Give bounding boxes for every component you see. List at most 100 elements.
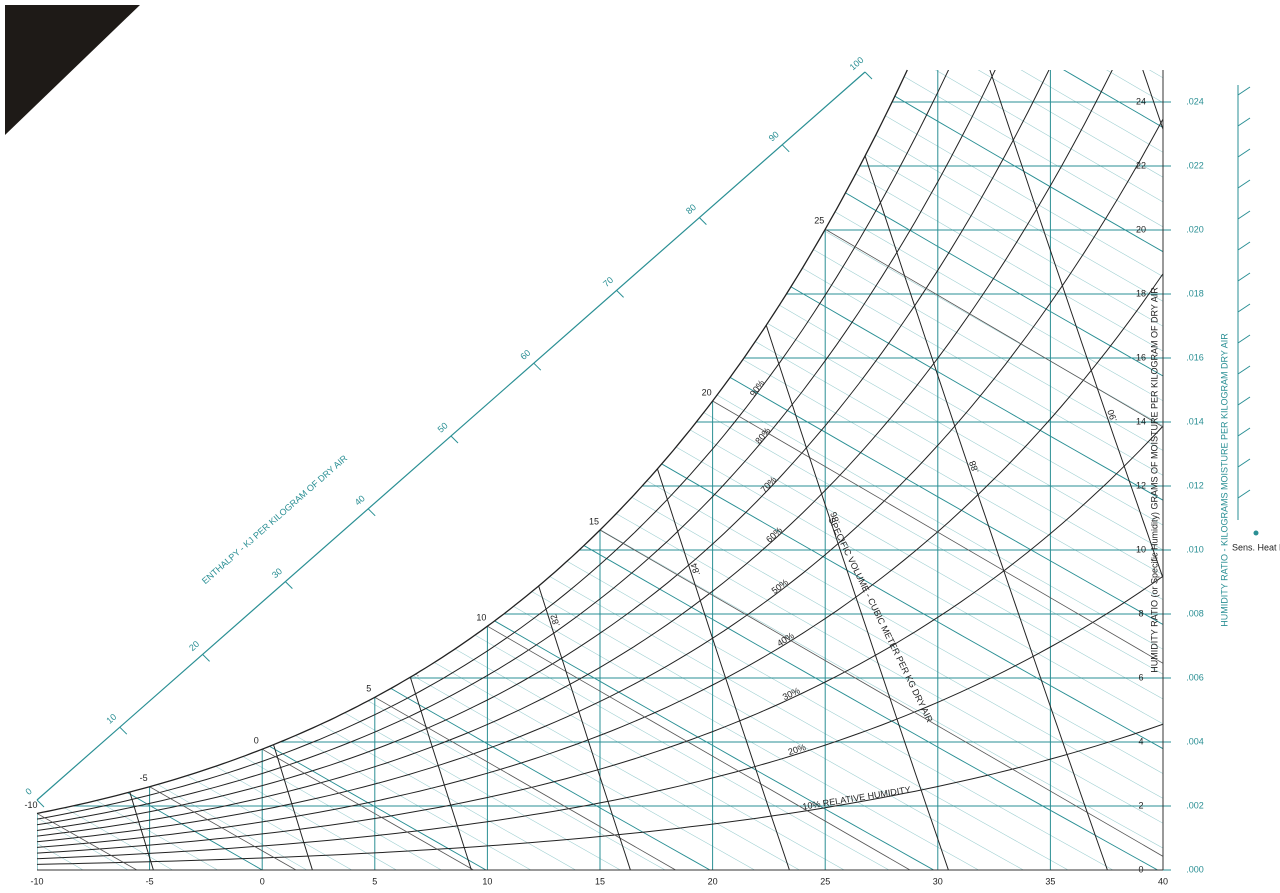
specific-volume-label: .90	[1105, 408, 1119, 423]
minor-enthalpy-line	[37, 70, 1163, 870]
rh-label: 20%	[787, 742, 807, 757]
saturation-curve	[36, 69, 908, 815]
y2-tick-label: .022	[1186, 160, 1204, 170]
minor-enthalpy-line	[37, 327, 983, 870]
specific-volume-line	[683, 70, 949, 870]
x-tick-label: 25	[820, 876, 830, 886]
enthalpy-tick-label: 40	[353, 493, 367, 507]
enthalpy-tick	[699, 217, 707, 225]
minor-enthalpy-line	[37, 70, 1163, 870]
shf-tick	[1237, 396, 1251, 406]
specific-volume-label: .78	[266, 716, 279, 731]
minor-enthalpy-line	[37, 70, 1163, 870]
y-tick-label: 4	[1138, 736, 1143, 746]
enthalpy-tick-label: 60	[518, 348, 532, 362]
enthalpy-tick	[450, 435, 459, 444]
x-tick-label: 20	[708, 876, 718, 886]
minor-enthalpy-line	[37, 70, 1163, 870]
wet-bulb-label: 25	[814, 216, 824, 226]
y2-tick-label: .002	[1186, 800, 1204, 810]
x-tick-label: -10	[30, 876, 43, 886]
wet-bulb-line	[824, 228, 1163, 870]
y2-tick-label: .014	[1186, 416, 1204, 426]
minor-enthalpy-line	[37, 70, 1163, 870]
enthalpy-line	[37, 70, 1163, 870]
minor-enthalpy-line	[37, 70, 1163, 870]
enthalpy-tick-label: 30	[270, 566, 284, 580]
wet-bulb-line	[374, 696, 676, 870]
y-axis-label: HUMIDITY RATIO (or Specific Humidity) GR…	[1149, 287, 1159, 673]
enthalpy-label: ENTHALPY - KJ PER KILOGRAM OF DRY AIR	[200, 453, 350, 586]
wet-bulb-label: 5	[366, 684, 371, 694]
rh-curve	[37, 425, 1163, 854]
minor-enthalpy-line	[37, 70, 1163, 870]
minor-enthalpy-line	[37, 70, 1163, 870]
enthalpy-tick-label: 10	[104, 712, 118, 726]
enthalpy-line	[37, 70, 1163, 870]
y2-tick-label: .024	[1186, 96, 1204, 106]
minor-enthalpy-line	[37, 70, 1163, 870]
specific-volume-label: .84	[689, 562, 702, 577]
shf-dot	[1253, 530, 1259, 536]
x-tick-label: 10	[482, 876, 492, 886]
shf-tick	[1237, 427, 1251, 437]
minor-enthalpy-line	[37, 198, 1163, 870]
enthalpy-line	[37, 70, 1163, 870]
rh-curve	[37, 118, 1163, 843]
enthalpy-tick	[533, 362, 542, 371]
shf-tick	[1237, 210, 1251, 220]
minor-enthalpy-line	[37, 70, 1163, 870]
enthalpy-tick	[285, 581, 293, 589]
y-tick-label: 18	[1136, 288, 1146, 298]
shf-tick	[1237, 179, 1251, 189]
minor-enthalpy-line	[37, 70, 1163, 870]
wet-bulb-line	[712, 400, 1163, 870]
y-tick-label: 22	[1136, 160, 1146, 170]
y-tick-label: 6	[1138, 672, 1143, 682]
minor-enthalpy-line	[37, 817, 150, 870]
enthalpy-tick-label: 80	[684, 202, 698, 216]
minor-enthalpy-line	[37, 70, 1163, 870]
y-tick-label: 12	[1136, 480, 1146, 490]
specific-volume-line	[37, 70, 154, 870]
enthalpy-tick-label: 90	[767, 129, 781, 143]
enthalpy-line	[37, 70, 1163, 870]
minor-enthalpy-line	[37, 250, 1119, 870]
x-tick-label: 5	[372, 876, 377, 886]
y-tick-label: 20	[1136, 224, 1146, 234]
shf-tick	[1237, 272, 1251, 282]
minor-enthalpy-line	[37, 70, 1163, 870]
y2-tick-label: .000	[1186, 864, 1204, 874]
shf-tick	[1237, 365, 1251, 375]
shf-tick	[1237, 458, 1251, 468]
y-tick-label: 0	[1138, 864, 1143, 874]
rh-label: 70%	[759, 475, 779, 495]
enthalpy-tick	[119, 726, 128, 735]
corner-triangle	[5, 5, 140, 135]
minor-enthalpy-line	[37, 121, 1163, 870]
specific-volume-line	[378, 70, 631, 870]
minor-enthalpy-line	[37, 70, 1163, 870]
shf-tick	[1237, 303, 1251, 313]
minor-enthalpy-line	[37, 843, 105, 870]
x-tick-label: 40	[1158, 876, 1168, 886]
enthalpy-tick	[36, 799, 45, 808]
rh-label: 90%	[748, 378, 767, 398]
minor-enthalpy-line	[37, 70, 1163, 870]
rh-curve	[37, 70, 1163, 820]
wet-bulb-label: -10	[24, 800, 37, 810]
shf-tick	[1237, 334, 1251, 344]
rh-label: 60%	[764, 525, 784, 545]
x-tick-label: 35	[1045, 876, 1055, 886]
wet-bulb-line	[37, 813, 138, 870]
minor-enthalpy-line	[37, 70, 1163, 870]
rh-label: 80%	[753, 426, 772, 446]
y2-tick-label: .020	[1186, 224, 1204, 234]
y-tick-label: 24	[1136, 96, 1146, 106]
wet-bulb-label: 10	[476, 613, 486, 623]
rh-curve	[37, 70, 1163, 831]
minor-enthalpy-line	[37, 70, 1163, 870]
minor-enthalpy-line	[37, 70, 1163, 870]
shf-tick	[1237, 241, 1251, 251]
